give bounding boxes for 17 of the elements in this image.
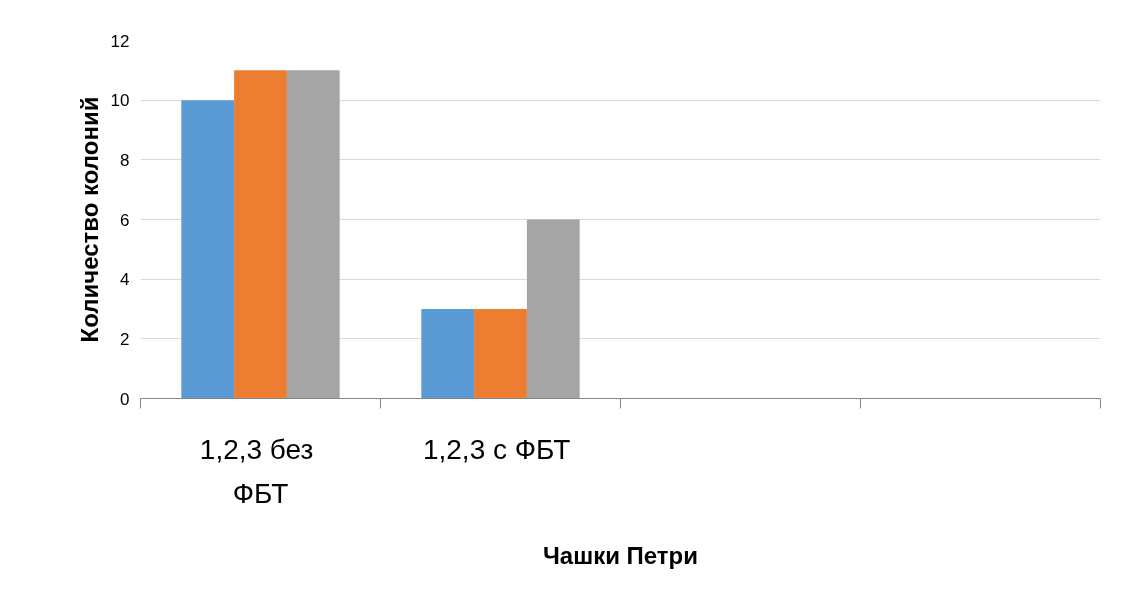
y-axis-title: Количество колоний [75, 96, 103, 343]
bar [234, 70, 287, 399]
y-tick-label: 2 [120, 329, 130, 349]
x-tick-label: 1,2,3 с ФБТ [422, 433, 571, 465]
bar [421, 309, 475, 399]
bar [181, 100, 235, 399]
x-axis-title: Чашки Петри [542, 542, 699, 570]
x-tick-label: 1,2,3 без ФБТ [199, 433, 314, 510]
bar [526, 219, 580, 399]
y-tick-label: 0 [120, 389, 130, 409]
y-tick-label: 6 [120, 210, 130, 230]
y-tick-label: 8 [120, 150, 130, 170]
bar [286, 70, 340, 399]
y-tick-label: 10 [110, 91, 130, 111]
y-tick-label: 4 [120, 270, 130, 290]
y-tick-label: 12 [110, 31, 130, 51]
bar [474, 309, 527, 399]
